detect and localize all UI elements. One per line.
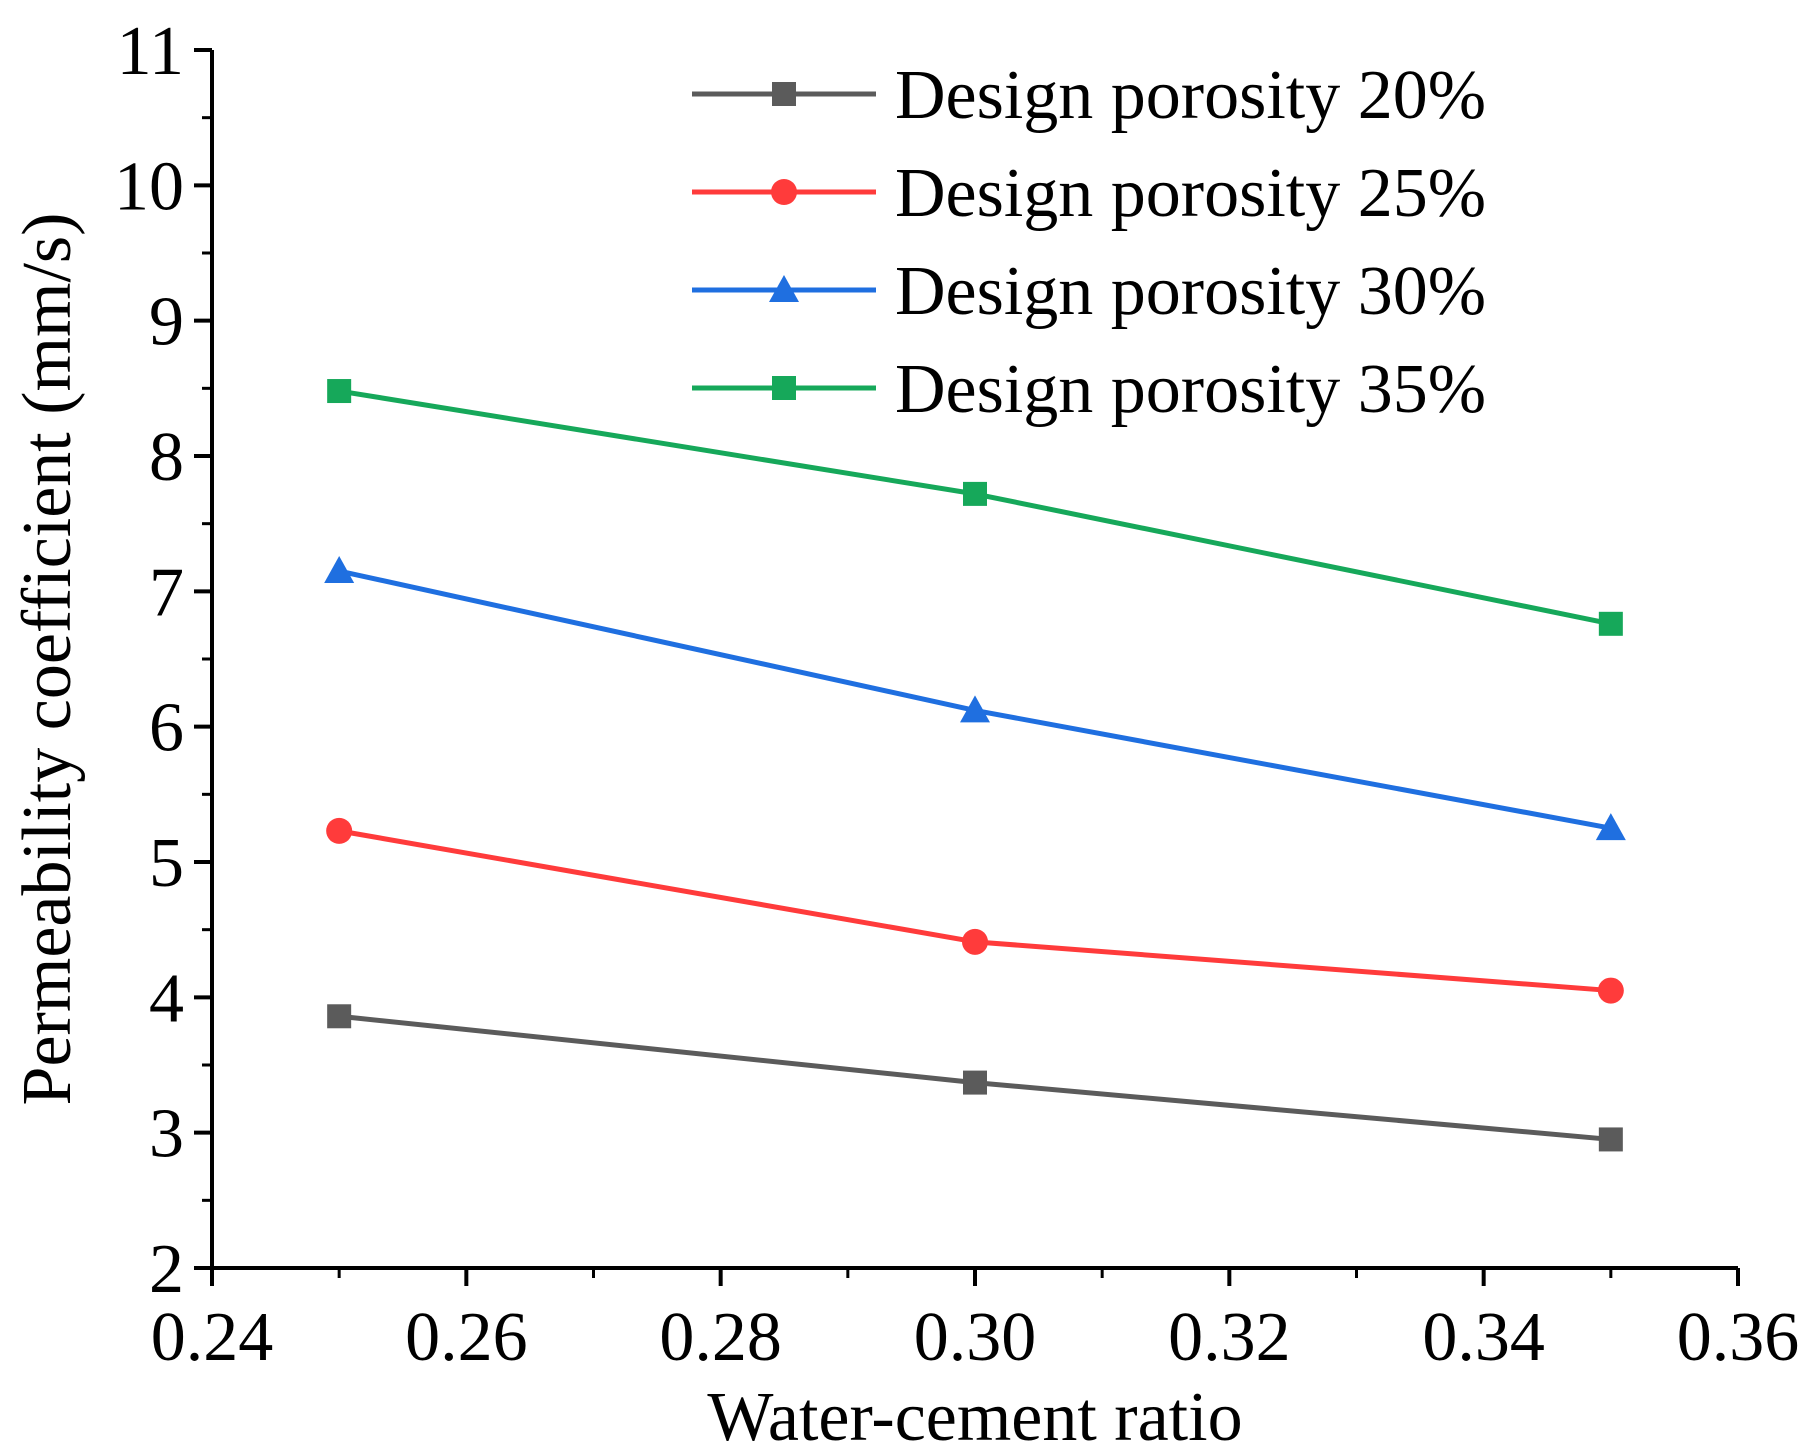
data-point (326, 817, 353, 844)
y-tick-label: 3 (149, 1096, 184, 1173)
data-point (1598, 611, 1623, 636)
x-axis-title: Water-cement ratio (707, 1379, 1242, 1453)
y-tick-label: 4 (149, 960, 184, 1037)
x-tick-label: 0.28 (659, 1299, 782, 1376)
series-line (338, 828, 1612, 994)
legend-item: Design porosity 30% (692, 253, 1486, 330)
data-point (324, 556, 355, 584)
legend-item: Design porosity 35% (692, 351, 1486, 428)
y-axis-title: Permeability coefficient (mm/s) (9, 213, 86, 1106)
data-point (327, 379, 352, 404)
series-3 (324, 556, 1626, 841)
series-4 (327, 379, 1623, 636)
x-tick-label: 0.34 (1422, 1299, 1545, 1376)
legend-marker (772, 82, 796, 106)
legend-item: Design porosity 20% (692, 57, 1486, 134)
series-2 (326, 817, 1624, 1004)
legend-marker (772, 376, 796, 400)
x-tick-label: 0.26 (405, 1299, 528, 1376)
data-point (1598, 1127, 1623, 1152)
x-tick-label: 0.36 (1677, 1299, 1800, 1376)
legend-label: Design porosity 25% (895, 155, 1486, 232)
data-point (327, 1004, 352, 1029)
legend: Design porosity 20% Design porosity 25% De… (692, 57, 1486, 428)
y-tick-label: 10 (114, 148, 184, 225)
y-tick-label: 8 (149, 419, 184, 496)
data-point (963, 1070, 987, 1095)
y-tick-label: 9 (149, 284, 184, 361)
y-tick-label: 2 (149, 1231, 184, 1308)
y-tick-label: 7 (149, 554, 184, 631)
data-point (963, 481, 987, 506)
y-tick-label: 6 (149, 690, 184, 767)
legend-label: Design porosity 30% (895, 253, 1486, 330)
x-tick-label: 0.24 (151, 1299, 274, 1376)
legend-item: Design porosity 25% (692, 155, 1486, 232)
y-tick-label: 11 (117, 13, 184, 90)
y-tick-label: 5 (149, 825, 184, 902)
legend-label: Design porosity 20% (895, 57, 1486, 134)
legend-marker (771, 179, 797, 205)
legend-label: Design porosity 35% (895, 351, 1486, 428)
data-point (1595, 813, 1626, 841)
data-point (960, 695, 990, 723)
data-point (962, 928, 988, 955)
series-1 (327, 1004, 1623, 1152)
x-tick-label: 0.32 (1168, 1299, 1291, 1376)
series-layer (324, 379, 1626, 1152)
legend-marker (769, 275, 799, 302)
axes: 0.24 0.26 0.28 0.30 0.32 0.34 0.36 2 3 4 5 6 7 8 9 10 11 (114, 13, 1799, 1376)
data-point (1597, 977, 1624, 1004)
x-tick-label: 0.30 (914, 1299, 1037, 1376)
